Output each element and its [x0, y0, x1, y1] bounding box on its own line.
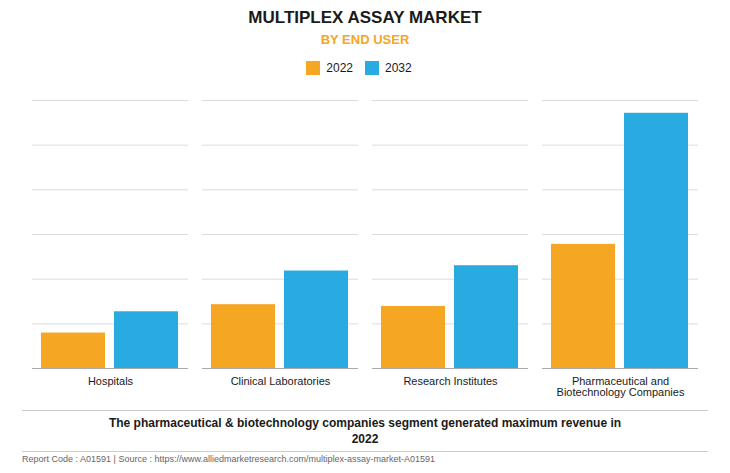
svg-text:Hospitals: Hospitals [88, 375, 134, 387]
html-text:The pharmaceutical & biotechno: The pharmaceutical & biotechnology compa… [108, 416, 622, 447]
html-text:MULTIPLEX ASSAY MARKET: MULTIPLEX ASSAY MARKET [248, 8, 482, 27]
svg-text:Research Institutes: Research Institutes [403, 375, 498, 387]
html-text:Report Code : A01591 | Source: Report Code : A01591 | Source : https://… [22, 454, 435, 465]
html-text:BY END USER: BY END USER [320, 32, 410, 47]
html-text:2032: 2032 [385, 60, 412, 75]
html-text:2022: 2022 [326, 60, 353, 75]
svg-text:Pharmaceutical andBiotechnolog: Pharmaceutical andBiotechnology Companie… [557, 375, 685, 398]
svg-text:Clinical Laboratories: Clinical Laboratories [231, 375, 331, 387]
